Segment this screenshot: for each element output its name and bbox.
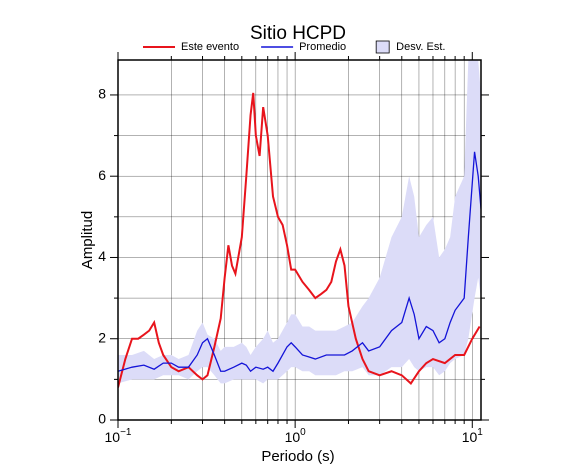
tick-exponent: −1: [120, 427, 132, 438]
y-tick-label: 6: [98, 167, 106, 183]
std-band: [118, 60, 481, 384]
tick-base: 10: [285, 429, 301, 445]
y-tick-label: 2: [98, 329, 106, 345]
x-tick-label: 10−1: [105, 427, 132, 445]
legend-label: Promedio: [299, 41, 346, 53]
y-tick-label: 4: [98, 248, 106, 264]
series-line: [118, 151, 481, 373]
x-axis-label: Periodo (s): [261, 448, 334, 465]
tick-base: 10: [462, 429, 478, 445]
plot-frame: [117, 59, 482, 421]
tick-exponent: 0: [300, 427, 306, 438]
x-tick-label: 100: [285, 427, 307, 445]
tick-base: 10: [105, 429, 121, 445]
chart-title: Sitio HCPD: [250, 23, 346, 44]
y-tick-label: 8: [98, 86, 106, 102]
legend: Este evento Promedio Desv. Est.: [143, 40, 445, 54]
tick-exponent: 1: [477, 427, 483, 438]
legend-label: Este evento: [181, 41, 239, 53]
y-tick-label: 0: [98, 411, 106, 427]
legend-label: Desv. Est.: [396, 41, 445, 53]
legend-swatch: [375, 40, 390, 54]
series-line: [118, 92, 481, 388]
x-tick-label: 101: [462, 427, 484, 445]
y-axis-label: Amplitud: [79, 211, 96, 269]
plot-area: [118, 60, 481, 388]
